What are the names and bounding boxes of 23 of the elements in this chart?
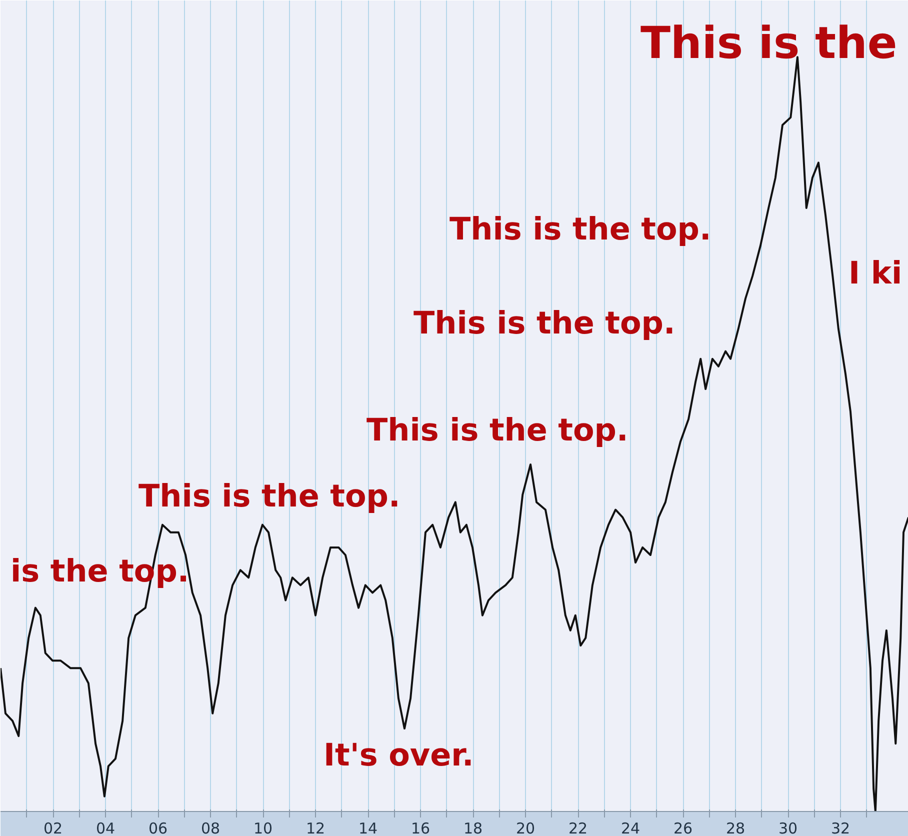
- annotation: It's over.: [324, 738, 474, 774]
- x-tick-label: 22: [568, 820, 588, 836]
- x-tick-label: 16: [410, 820, 430, 836]
- x-tick-label: 04: [96, 820, 116, 836]
- annotation: This is the: [640, 18, 898, 69]
- x-tick-label: 20: [516, 820, 536, 836]
- annotation: This is the top.: [138, 478, 400, 514]
- x-tick-label: 02: [43, 820, 63, 836]
- x-tick-label: 30: [778, 820, 798, 836]
- annotation: This is the top.: [414, 306, 676, 342]
- x-tick-label: 06: [148, 820, 168, 836]
- x-tick-label: 24: [620, 820, 640, 836]
- annotation: This is the top.: [450, 212, 712, 248]
- x-tick-label: 26: [673, 820, 693, 836]
- x-tick-label: 12: [306, 820, 326, 836]
- x-tick-label: 08: [200, 820, 220, 836]
- x-tick-label: 32: [830, 820, 850, 836]
- annotation: This is the top.: [366, 412, 628, 448]
- x-tick-label: 10: [253, 820, 273, 836]
- annotation: I ki: [848, 256, 902, 292]
- x-tick-label: 18: [463, 820, 483, 836]
- x-tick-label: 14: [358, 820, 378, 836]
- x-tick-label: 28: [726, 820, 746, 836]
